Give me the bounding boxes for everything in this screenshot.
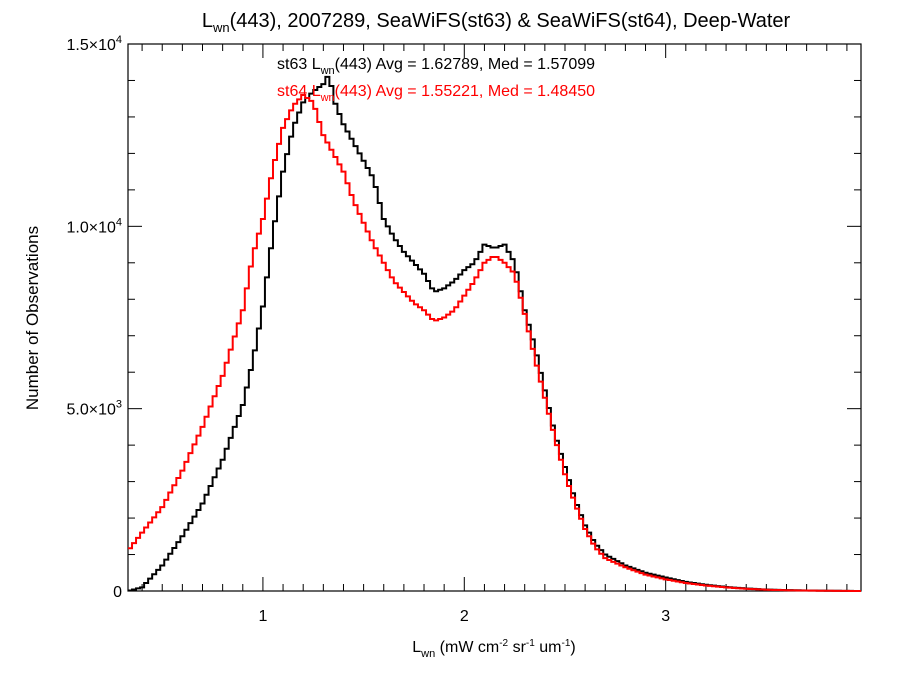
- y-tick-label: 1.0×104: [66, 216, 122, 236]
- x-axis-label: Lwn (mW cm-2 sr-1 um-1): [412, 638, 575, 660]
- stats-annotation-st63: st63 Lwn(443) Avg = 1.62789, Med = 1.570…: [277, 56, 595, 77]
- series-line-st63: [128, 75, 861, 592]
- plot-frame: [127, 43, 862, 592]
- y-tick-label: 1.5×104: [66, 34, 122, 54]
- x-tick-label: 3: [661, 608, 670, 625]
- chart-title: Lwn(443), 2007289, SeaWiFS(st63) & SeaWi…: [202, 10, 791, 35]
- series-layer: [128, 75, 861, 592]
- stats-annotation-st64: st64 Lwn(443) Avg = 1.55221, Med = 1.484…: [277, 83, 595, 104]
- axis-ticks: 1 2 3 0 5.0×103 1.0×104 1.5×104: [66, 34, 861, 625]
- y-tick-label: 5.0×103: [66, 399, 122, 419]
- x-tick-label: 1: [258, 608, 267, 625]
- y-axis-label: Number of Observations: [23, 226, 42, 410]
- y-tick-label: 0: [113, 584, 122, 601]
- series-line-st64: [128, 94, 861, 592]
- x-tick-label: 2: [460, 608, 469, 625]
